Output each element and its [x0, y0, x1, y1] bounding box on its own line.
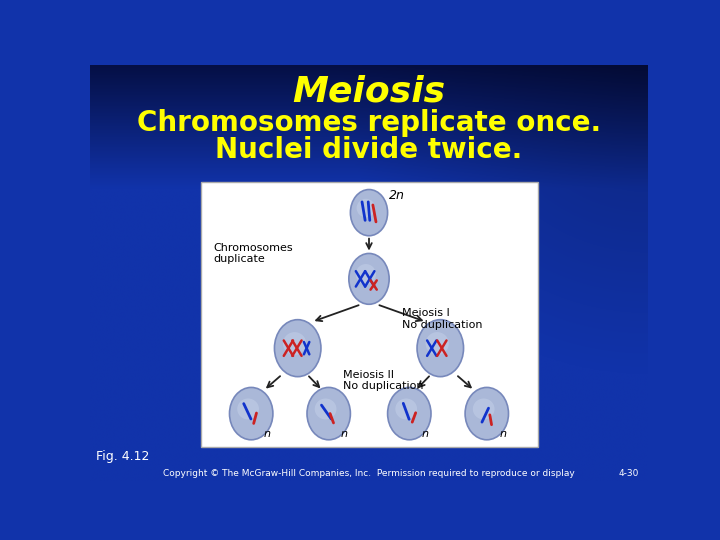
Text: n: n — [422, 429, 428, 438]
Ellipse shape — [238, 399, 259, 420]
Text: n: n — [499, 429, 506, 438]
Bar — [201, 182, 538, 448]
Ellipse shape — [473, 399, 495, 420]
Text: Chromosomes
duplicate: Chromosomes duplicate — [213, 242, 293, 264]
Ellipse shape — [283, 332, 306, 355]
Text: Meiosis: Meiosis — [292, 74, 446, 108]
Ellipse shape — [356, 199, 375, 217]
Text: Fig. 4.12: Fig. 4.12 — [96, 450, 150, 463]
Ellipse shape — [307, 387, 351, 440]
Ellipse shape — [356, 264, 376, 285]
Text: n: n — [341, 429, 348, 438]
Ellipse shape — [230, 387, 273, 440]
Ellipse shape — [351, 190, 387, 236]
Ellipse shape — [465, 387, 508, 440]
Ellipse shape — [395, 399, 417, 420]
Ellipse shape — [349, 253, 389, 304]
Ellipse shape — [387, 387, 431, 440]
Ellipse shape — [426, 332, 449, 355]
Text: Meiosis II
No duplication: Meiosis II No duplication — [343, 370, 423, 392]
Text: Copyright © The McGraw-Hill Companies, Inc.  Permission required to reproduce or: Copyright © The McGraw-Hill Companies, I… — [163, 469, 575, 478]
Text: n: n — [264, 429, 271, 438]
Text: 2n: 2n — [389, 189, 405, 202]
Ellipse shape — [315, 399, 336, 420]
Text: Chromosomes replicate once.: Chromosomes replicate once. — [137, 110, 601, 138]
Text: 4-30: 4-30 — [618, 469, 639, 478]
Text: Meiosis I
No duplication: Meiosis I No duplication — [402, 308, 482, 330]
Ellipse shape — [417, 320, 464, 377]
Text: Nuclei divide twice.: Nuclei divide twice. — [215, 136, 523, 164]
Ellipse shape — [274, 320, 321, 377]
